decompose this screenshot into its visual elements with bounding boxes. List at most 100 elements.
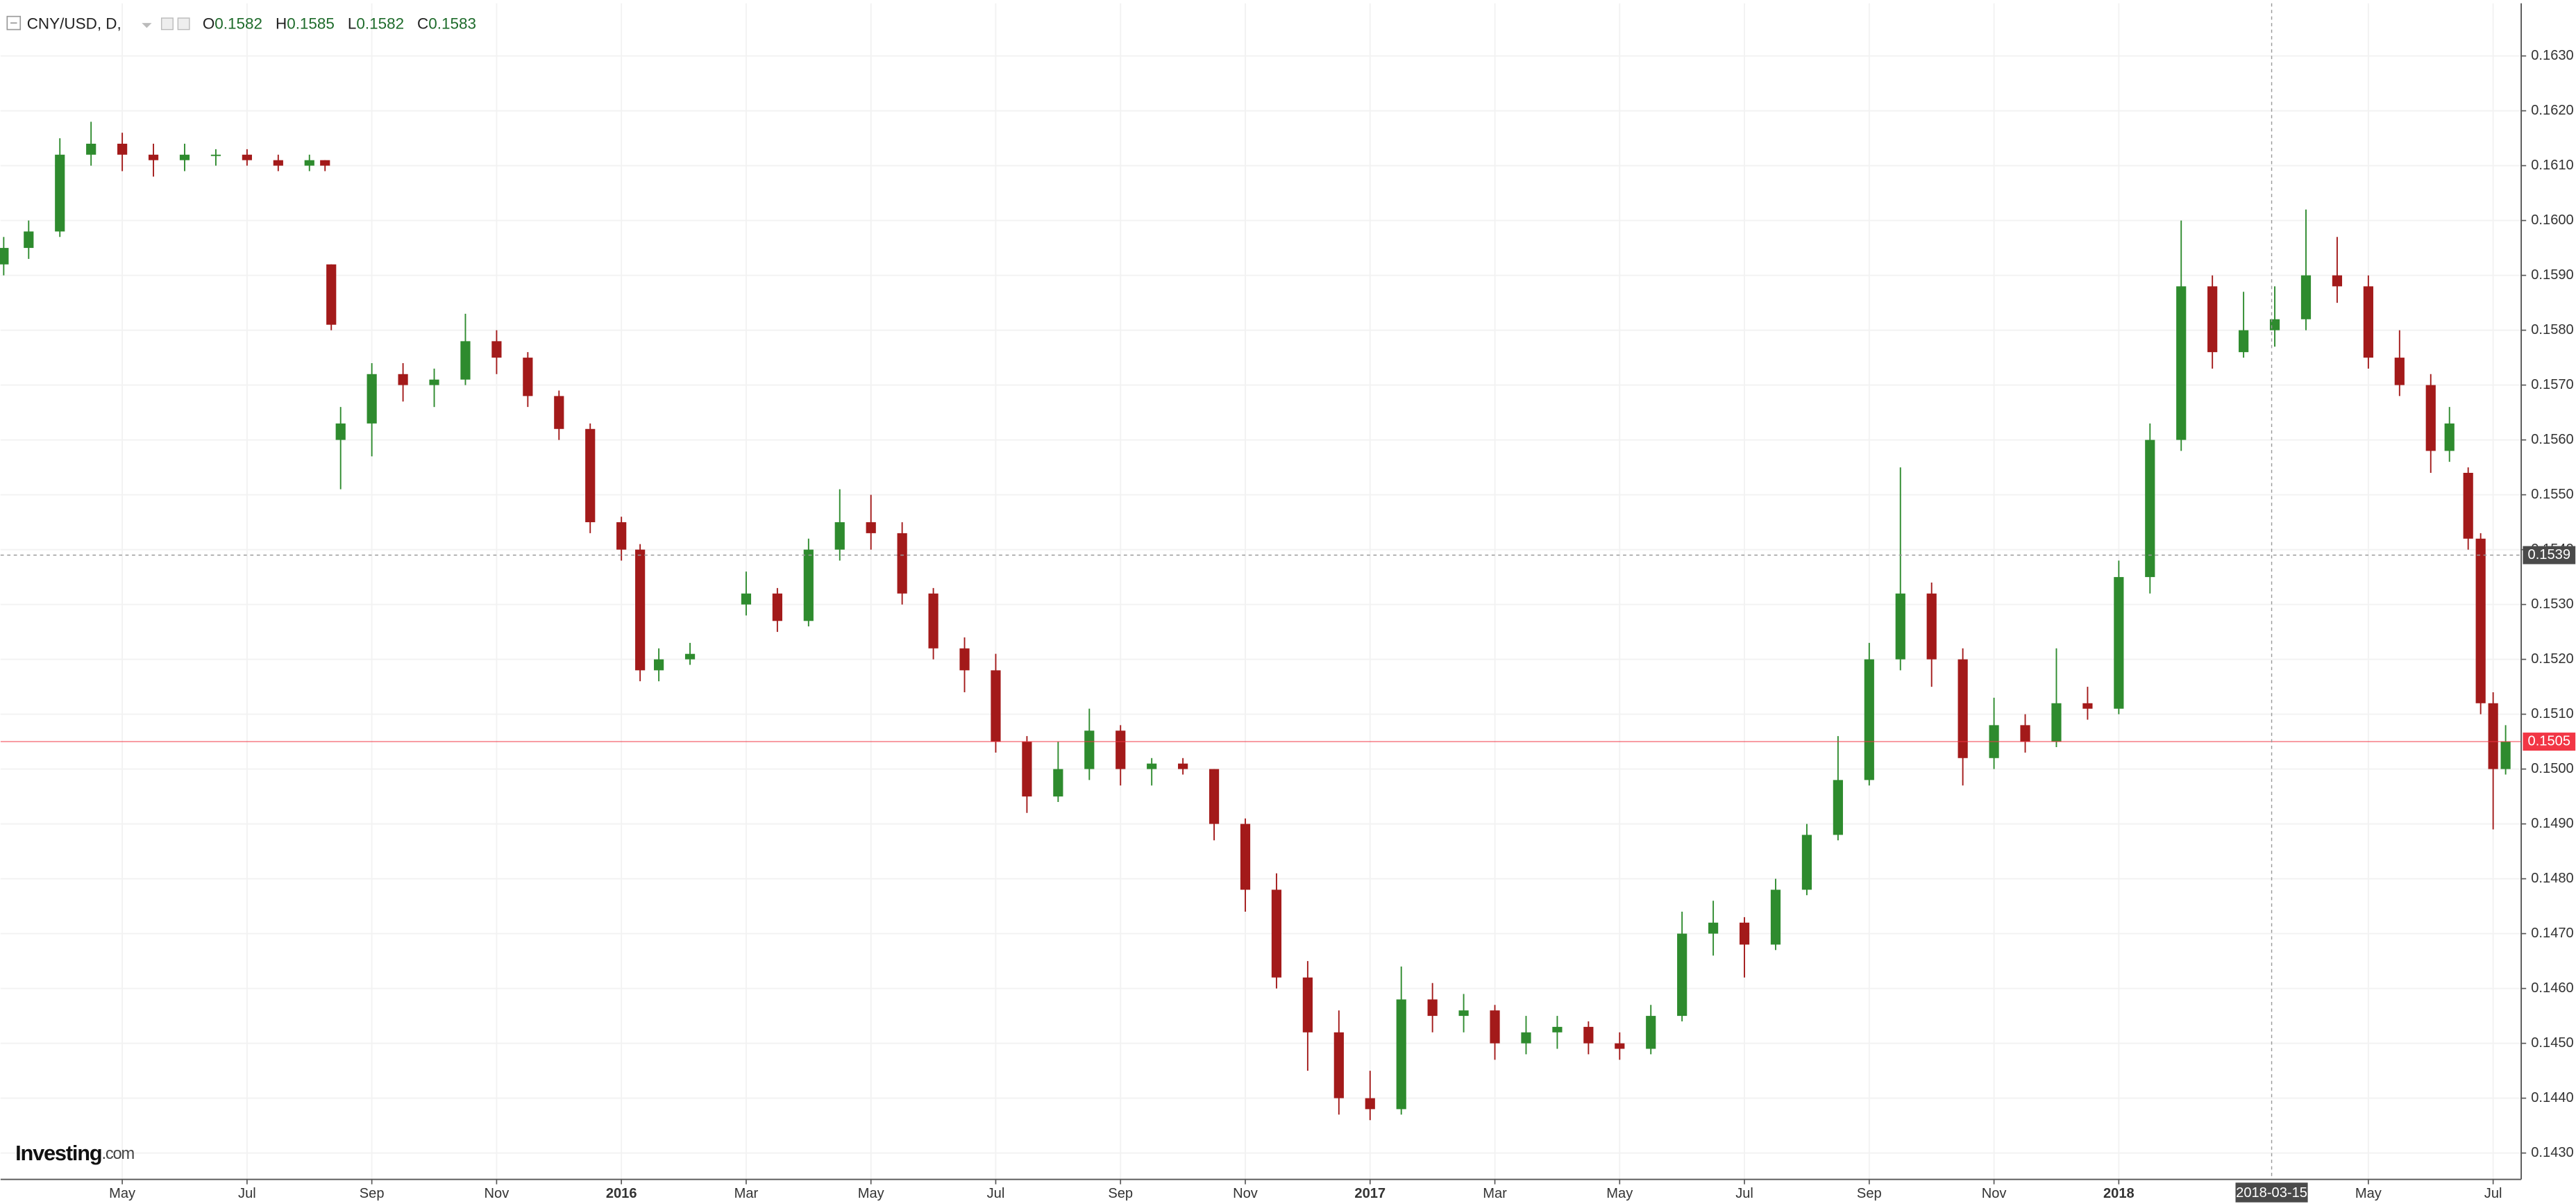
candle-body — [803, 549, 814, 621]
x-tick-label: Nov — [1982, 1186, 2007, 1201]
current-price-label: 0.1505 — [2528, 733, 2570, 749]
candle-body — [2394, 358, 2405, 385]
candle-body — [320, 160, 330, 166]
symbol-menu-arrow[interactable] — [142, 23, 152, 28]
ohlc-key: H — [276, 15, 287, 32]
symbol-title: CNY/USD, D, — [27, 15, 121, 32]
candle-body — [242, 154, 252, 160]
candle-body — [1833, 780, 1843, 835]
y-tick-label: 0.1500 — [2531, 761, 2573, 776]
candle-body — [2051, 703, 2062, 742]
candle-body — [2463, 472, 2473, 539]
candle-body — [1895, 593, 1905, 660]
candle-body — [2207, 286, 2218, 353]
candle-body — [2114, 577, 2124, 709]
y-tick-label: 0.1510 — [2531, 706, 2573, 721]
candles — [0, 122, 2511, 1121]
current-price-box — [2523, 733, 2576, 751]
candle-body — [179, 154, 190, 160]
candle-body — [2020, 725, 2030, 742]
settings-icon[interactable] — [160, 17, 174, 31]
y-tick-label: 0.1460 — [2531, 980, 2573, 996]
candle-body — [491, 341, 502, 358]
candle-body — [1801, 835, 1812, 890]
x-tick-label: 2016 — [606, 1186, 637, 1201]
candle-body — [1646, 1016, 1656, 1049]
candle-body — [959, 648, 970, 671]
candle-body — [1365, 1098, 1375, 1110]
candle-body — [304, 160, 314, 166]
candle-body — [1271, 889, 1282, 978]
x-tick-label: Jul — [238, 1186, 256, 1201]
candle-body — [1615, 1043, 1625, 1049]
candle-body — [2176, 286, 2187, 440]
candle-body — [1302, 977, 1313, 1032]
candle-body — [2363, 286, 2373, 358]
crosshair-x-label: 2018-03-15 — [2236, 1185, 2307, 1201]
ohlc-value: 0.1582 — [214, 15, 262, 32]
ohlc-value: 0.1582 — [356, 15, 404, 32]
candle-body — [866, 522, 876, 533]
y-tick-label: 0.1470 — [2531, 926, 2573, 941]
crosshair-y-box — [2523, 546, 2576, 565]
y-tick-label: 0.1440 — [2531, 1090, 2573, 1105]
candle-body — [0, 248, 9, 265]
crosshair-x-box — [2235, 1182, 2308, 1203]
candle-body — [1053, 769, 1063, 797]
y-tick-label: 0.1630 — [2531, 48, 2573, 63]
axes: 0.1430 0.1440 0.1450 0.1460 0.1470 0.1480 0.14… — [0, 3, 2576, 1203]
y-tick-label: 0.1600 — [2531, 212, 2573, 228]
candle-body — [398, 374, 408, 385]
header: CNY/USD, D, O0.1582 H0.1585 L0.1582 C0.1583 — [6, 15, 476, 32]
ohlc-item: O0.1582 — [203, 15, 262, 32]
y-tick-label: 0.1620 — [2531, 103, 2573, 118]
candle-body — [1022, 742, 1032, 797]
x-tick-label: Sep — [360, 1186, 385, 1201]
y-tick-label: 0.1490 — [2531, 816, 2573, 831]
y-tick-label: 0.1530 — [2531, 596, 2573, 612]
x-tick-label: May — [109, 1186, 135, 1201]
candle-body — [429, 379, 439, 385]
collapse-icon[interactable] — [6, 15, 22, 31]
candle-body — [148, 154, 159, 160]
candle-body — [635, 549, 646, 671]
candle-body — [1739, 922, 1750, 945]
y-tick-label: 0.1480 — [2531, 871, 2573, 886]
candle-body — [1521, 1032, 1531, 1044]
x-tick-label: Nov — [1233, 1186, 1258, 1201]
candle-body — [1583, 1026, 1594, 1044]
candle-body — [554, 396, 564, 429]
x-tick-label: 2017 — [1354, 1186, 1386, 1201]
y-tick-label: 0.1570 — [2531, 377, 2573, 392]
candle-body — [326, 264, 337, 325]
ohlc-values: O0.1582 H0.1585 L0.1582 C0.1583 — [203, 15, 476, 32]
candle-body — [654, 659, 664, 671]
x-tick-label: Jul — [987, 1186, 1005, 1201]
candle-body — [523, 358, 533, 396]
brand-suffix: .com — [101, 1145, 134, 1163]
candle-body — [741, 593, 752, 605]
candle-body — [684, 653, 696, 660]
y-tick-label: 0.1560 — [2531, 432, 2573, 447]
candle-body — [2145, 440, 2155, 578]
y-tick-label: 0.1580 — [2531, 322, 2573, 337]
candle-body — [2444, 423, 2455, 451]
candle-body — [86, 143, 96, 155]
candle-body — [2300, 275, 2312, 319]
crosshair-y-label: 0.1539 — [2528, 547, 2570, 562]
candle-body — [2269, 319, 2280, 331]
candle-body — [1427, 999, 1438, 1017]
close-icon[interactable] — [177, 17, 190, 31]
y-tick-label: 0.1610 — [2531, 158, 2573, 173]
y-tick-label: 0.1430 — [2531, 1145, 2573, 1160]
x-tick-label: May — [2355, 1186, 2382, 1201]
candle-body — [991, 670, 1001, 742]
brand-logo: Investing.com — [15, 1141, 135, 1165]
candle-body — [1240, 823, 1251, 890]
brand-name: Investing — [15, 1141, 101, 1165]
y-tick-label: 0.1550 — [2531, 487, 2573, 502]
candle-body — [928, 593, 938, 649]
candle-body — [1333, 1032, 1344, 1098]
